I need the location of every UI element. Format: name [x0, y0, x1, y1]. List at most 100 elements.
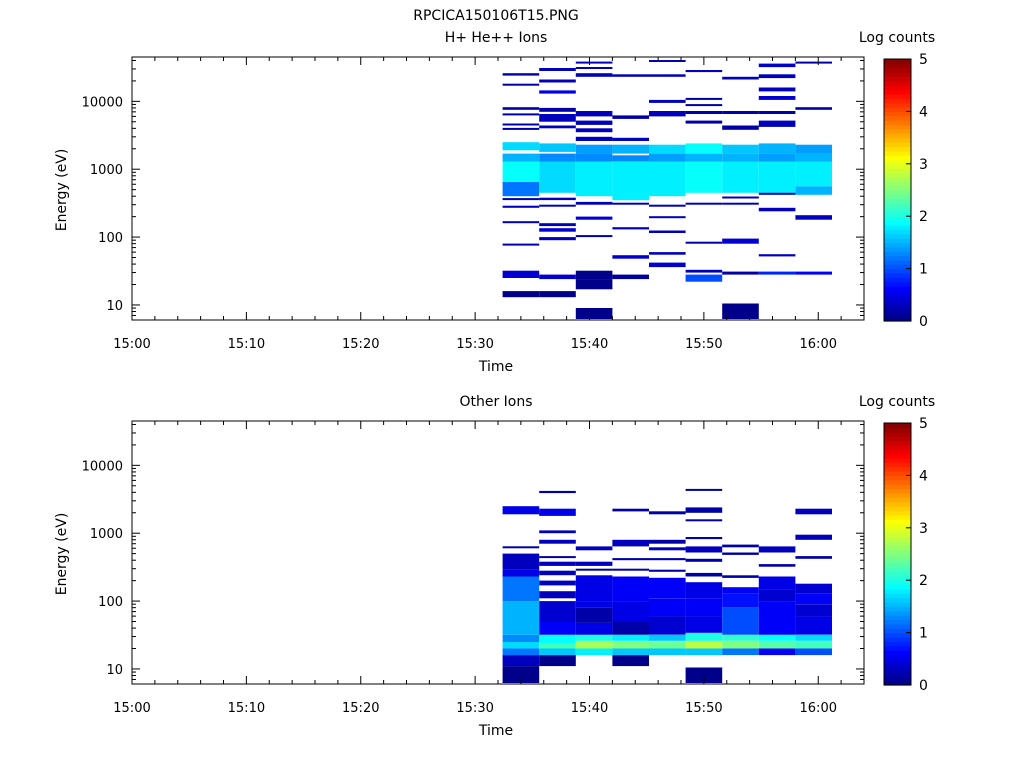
colorbar-swatch	[884, 59, 911, 64]
heatmap-cell	[539, 539, 576, 544]
heatmap-cell	[795, 107, 832, 110]
heatmap-cell	[722, 144, 759, 154]
y-axis-label: Energy (eV)	[54, 513, 70, 596]
heatmap-cell	[758, 153, 796, 162]
heatmap-cell	[649, 216, 686, 219]
colorbar-swatch	[884, 259, 911, 265]
colorbar-swatch	[884, 663, 911, 669]
x-tick-label: 15:20	[342, 701, 379, 716]
y-tick-label: 100	[98, 231, 123, 246]
heatmap-cell	[502, 634, 540, 642]
x-tick-label: 15:30	[456, 337, 493, 352]
heatmap-cell	[649, 616, 686, 635]
heatmap-cell	[795, 61, 832, 64]
heatmap-cell	[722, 552, 759, 555]
heatmap-cell	[685, 667, 723, 683]
y-tick-label: 1000	[90, 527, 123, 542]
heatmap-cell	[539, 153, 576, 162]
heatmap-cell	[539, 291, 576, 298]
colorbar-swatch	[884, 268, 911, 274]
heatmap-cell	[575, 216, 613, 220]
heatmap-cell	[722, 111, 759, 114]
heatmap-cell	[502, 569, 540, 577]
heatmap-cell	[539, 530, 576, 534]
heatmap-cell	[685, 70, 723, 73]
colorbar-swatch	[884, 523, 911, 529]
colorbar-swatch	[884, 303, 911, 309]
colorbar-tick-label: 3	[919, 521, 928, 537]
heatmap-cell	[612, 137, 649, 141]
heatmap-cell	[502, 655, 540, 667]
heatmap-cell	[649, 648, 686, 656]
heatmap-cell	[502, 142, 540, 151]
colorbar-swatch	[884, 466, 911, 472]
colorbar-swatch	[884, 290, 911, 296]
heatmap-cell	[722, 125, 759, 130]
heatmap-cell	[758, 74, 796, 79]
heatmap-cell	[649, 539, 686, 544]
colorbar-swatch	[884, 554, 911, 559]
colorbar-tick-label: 3	[919, 157, 928, 173]
heatmap-cell	[539, 643, 576, 649]
heatmap-cell	[722, 238, 759, 244]
colorbar: 0 1 2 3 4 5	[883, 52, 928, 330]
heatmap-cell	[685, 120, 723, 124]
colorbar-swatch	[884, 558, 911, 564]
heatmap-cell	[795, 616, 832, 635]
colorbar-label: Log counts	[859, 30, 935, 46]
page-title: RPCICA150106T15.PNG	[413, 8, 578, 24]
colorbar-swatch	[884, 628, 911, 634]
heatmap-cell	[612, 144, 649, 154]
heatmap-cell	[685, 640, 723, 649]
heatmap-cell	[539, 107, 576, 112]
colorbar-swatch	[884, 567, 911, 573]
colorbar-swatch	[884, 155, 911, 161]
heatmap-cell	[575, 201, 613, 205]
heatmap-cell	[539, 237, 576, 241]
heatmap-cell	[758, 63, 796, 68]
y-tick-label: 10000	[82, 459, 123, 474]
heatmap-cell	[539, 79, 576, 83]
heatmap-cell	[758, 192, 796, 195]
colorbar-swatch	[884, 645, 911, 651]
heatmap-cell	[612, 634, 649, 641]
colorbar-swatch	[884, 562, 911, 568]
heatmap-cell	[539, 621, 576, 635]
heatmap-cell	[502, 83, 540, 86]
colorbar-swatch	[884, 519, 911, 525]
heatmap-cell	[685, 488, 723, 491]
colorbar-swatch	[884, 510, 911, 516]
heatmap-cell	[575, 73, 613, 77]
heatmap-cell	[722, 153, 759, 162]
colorbar-tick-label: 4	[919, 104, 928, 120]
colorbar-swatch	[884, 203, 911, 209]
heatmap-cell	[685, 582, 723, 599]
colorbar-swatch	[884, 181, 911, 187]
colorbar-swatch	[884, 141, 911, 147]
panel-h-he-ions: H+ He++ Ions Log counts Energy (eV) Time…	[54, 30, 935, 375]
colorbar-swatch	[884, 111, 911, 117]
heatmap-cell	[795, 271, 832, 275]
heatmap-cell	[649, 547, 686, 551]
heatmap-cell	[649, 153, 686, 162]
heatmap-cell	[758, 87, 796, 92]
heatmap-cell	[502, 506, 540, 515]
heatmap-cell	[502, 153, 540, 162]
colorbar-tick-label: 1	[919, 262, 928, 278]
colorbar-swatch	[884, 281, 911, 287]
heatmap-cell	[649, 558, 686, 561]
heatmap-cell	[575, 161, 613, 197]
heatmap-cell	[685, 648, 723, 656]
heatmap-cell	[502, 648, 540, 656]
colorbar-swatch	[884, 150, 911, 156]
heatmap-cell	[539, 68, 576, 71]
heatmap-cell	[612, 508, 649, 512]
heatmap-cell	[502, 198, 540, 201]
colorbar-swatch	[884, 102, 911, 108]
heatmap-cell	[722, 587, 759, 594]
heatmap-cell	[649, 569, 686, 572]
heatmap-cell	[575, 120, 613, 125]
heatmap-cell	[575, 67, 613, 69]
heatmap-cell	[502, 546, 540, 549]
